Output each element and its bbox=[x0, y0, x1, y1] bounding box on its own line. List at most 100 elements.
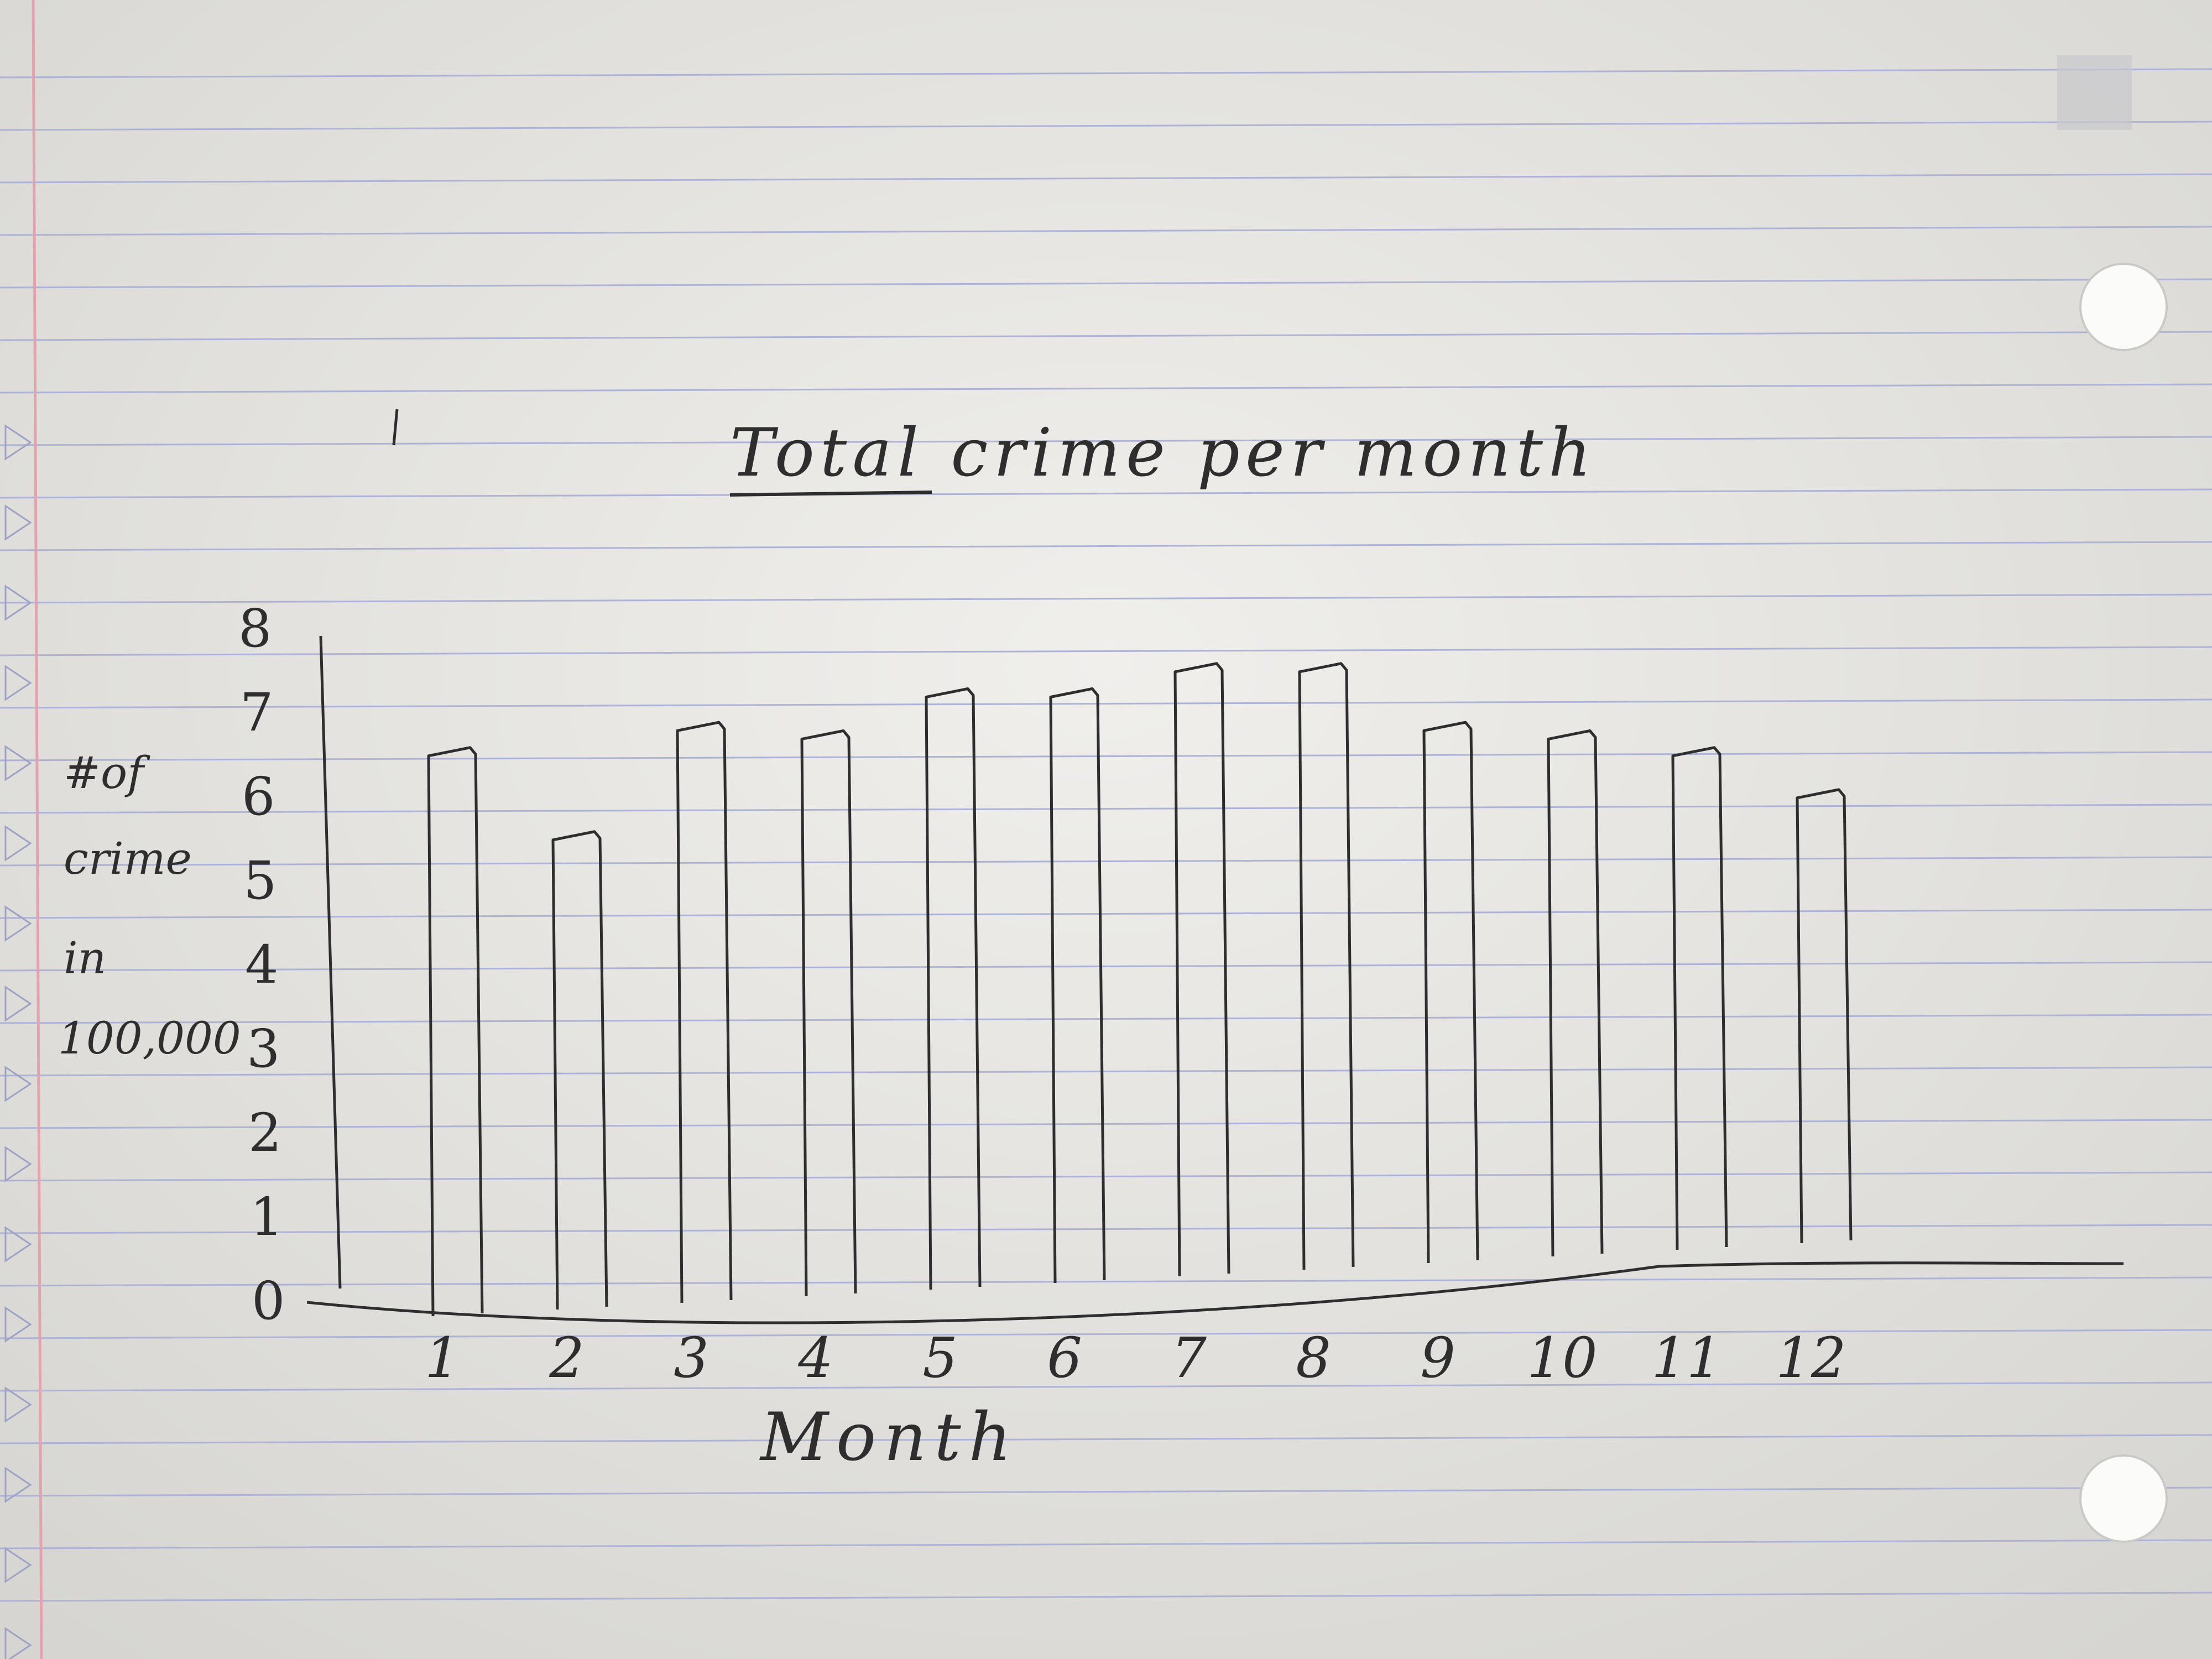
x-tick-label: 5 bbox=[922, 1326, 958, 1390]
ruled-line bbox=[0, 593, 2212, 604]
ruled-line bbox=[0, 1066, 2212, 1077]
y-tick-label: 2 bbox=[248, 1103, 281, 1164]
chart-title: Total crime per month bbox=[730, 415, 1597, 492]
ruled-line bbox=[0, 541, 2212, 551]
x-tick-label: 4 bbox=[797, 1326, 833, 1390]
bar bbox=[1671, 746, 1728, 1250]
perforation-mark bbox=[4, 825, 32, 862]
x-axis-label: Month bbox=[759, 1399, 1019, 1476]
y-tick-label: 8 bbox=[238, 598, 272, 659]
bar bbox=[676, 721, 733, 1303]
ruled-line bbox=[0, 961, 2212, 972]
bar bbox=[1796, 788, 1853, 1244]
y-axis-label-line-1: #of bbox=[64, 747, 150, 799]
perforation-mark bbox=[4, 745, 32, 781]
ruled-line bbox=[0, 751, 2212, 761]
bar bbox=[1049, 687, 1106, 1284]
perforation-mark bbox=[4, 585, 32, 621]
perforation-mark bbox=[4, 1386, 32, 1423]
perforation-mark bbox=[4, 1627, 32, 1659]
y-axis-line bbox=[319, 635, 342, 1289]
y-axis-label-line-2: crime bbox=[64, 833, 192, 884]
y-tick-label: 4 bbox=[245, 935, 278, 995]
ruled-line bbox=[0, 278, 2212, 289]
margin-line bbox=[32, 0, 43, 1659]
x-tick-label: 9 bbox=[1420, 1326, 1455, 1390]
perforation-mark bbox=[4, 1467, 32, 1503]
bar bbox=[925, 687, 982, 1290]
ruled-line bbox=[0, 121, 2212, 131]
ruled-line bbox=[0, 1329, 2212, 1339]
ruled-line bbox=[0, 698, 2212, 709]
y-axis-label-line-3: in bbox=[64, 932, 106, 984]
ruled-line bbox=[0, 226, 2212, 236]
y-tick-labels: 0 1 2 3 4 5 6 7 8 bbox=[238, 598, 285, 1332]
bar bbox=[551, 830, 608, 1310]
y-tick-label: 5 bbox=[243, 851, 276, 911]
ruled-line bbox=[0, 1171, 2212, 1182]
x-tick-label: 3 bbox=[674, 1326, 709, 1390]
ruled-line bbox=[0, 331, 2212, 341]
x-tick-label: 11 bbox=[1651, 1326, 1721, 1390]
ruled-line bbox=[0, 1539, 2212, 1550]
x-tick-label: 1 bbox=[425, 1326, 460, 1390]
perforation-mark bbox=[4, 1306, 32, 1343]
ruled-line bbox=[0, 1381, 2212, 1392]
stray-pencil-mark bbox=[392, 409, 399, 446]
ruled-line bbox=[0, 1434, 2212, 1444]
ruled-line bbox=[0, 1592, 2212, 1602]
bar bbox=[1298, 662, 1355, 1270]
bar bbox=[1422, 721, 1479, 1264]
x-tick-label: 6 bbox=[1047, 1326, 1082, 1390]
x-tick-label: 2 bbox=[549, 1326, 585, 1390]
y-tick-label: 6 bbox=[242, 766, 275, 827]
ruled-lines bbox=[0, 68, 2212, 1602]
y-tick-label: 0 bbox=[252, 1271, 285, 1332]
bar bbox=[1173, 662, 1230, 1277]
y-tick-label: 7 bbox=[240, 682, 273, 743]
ruled-line bbox=[0, 436, 2212, 446]
perforation-mark bbox=[4, 1146, 32, 1182]
ruled-line bbox=[0, 646, 2212, 656]
x-tick-labels: 1 2 3 4 5 6 7 8 9 10 11 12 bbox=[425, 1326, 1846, 1390]
ruled-line bbox=[0, 1014, 2212, 1024]
bars bbox=[427, 662, 1853, 1317]
ruled-line bbox=[0, 1119, 2212, 1129]
watermark-square bbox=[2057, 55, 2132, 130]
bar bbox=[427, 746, 484, 1317]
ruled-line bbox=[0, 1486, 2212, 1497]
bar bbox=[800, 729, 857, 1297]
ruled-line bbox=[0, 173, 2212, 184]
ruled-line bbox=[0, 856, 2212, 867]
y-axis-label: #of crime in 100,000 bbox=[58, 747, 241, 1064]
binder-hole-bottom bbox=[2079, 1454, 2168, 1543]
perforation-mark bbox=[4, 1226, 32, 1262]
perforation-mark bbox=[4, 1066, 32, 1102]
x-tick-label: 12 bbox=[1776, 1326, 1846, 1390]
perforation-mark bbox=[4, 905, 32, 942]
binder-hole-top bbox=[2079, 263, 2168, 351]
y-tick-label: 1 bbox=[250, 1187, 283, 1248]
ruled-line bbox=[0, 488, 2212, 499]
ruled-line bbox=[0, 1276, 2212, 1287]
y-tick-label: 3 bbox=[247, 1019, 280, 1079]
ruled-line bbox=[0, 1224, 2212, 1234]
x-tick-label: 10 bbox=[1527, 1326, 1597, 1390]
perforation-mark bbox=[4, 504, 32, 541]
ruled-line bbox=[0, 383, 2212, 394]
bar bbox=[1547, 729, 1604, 1257]
x-axis-line bbox=[306, 1261, 2124, 1324]
perforation-mark bbox=[4, 665, 32, 701]
ruled-line bbox=[0, 909, 2212, 919]
perforation-marks bbox=[4, 424, 32, 1659]
title-underline bbox=[729, 491, 932, 497]
perforation-mark bbox=[4, 985, 32, 1022]
ruled-line bbox=[0, 68, 2212, 79]
perforation-mark bbox=[4, 1547, 32, 1583]
y-axis-label-line-4: 100,000 bbox=[58, 1013, 241, 1064]
perforation-mark bbox=[4, 424, 32, 461]
x-tick-label: 7 bbox=[1171, 1326, 1207, 1390]
x-tick-label: 8 bbox=[1296, 1326, 1331, 1390]
